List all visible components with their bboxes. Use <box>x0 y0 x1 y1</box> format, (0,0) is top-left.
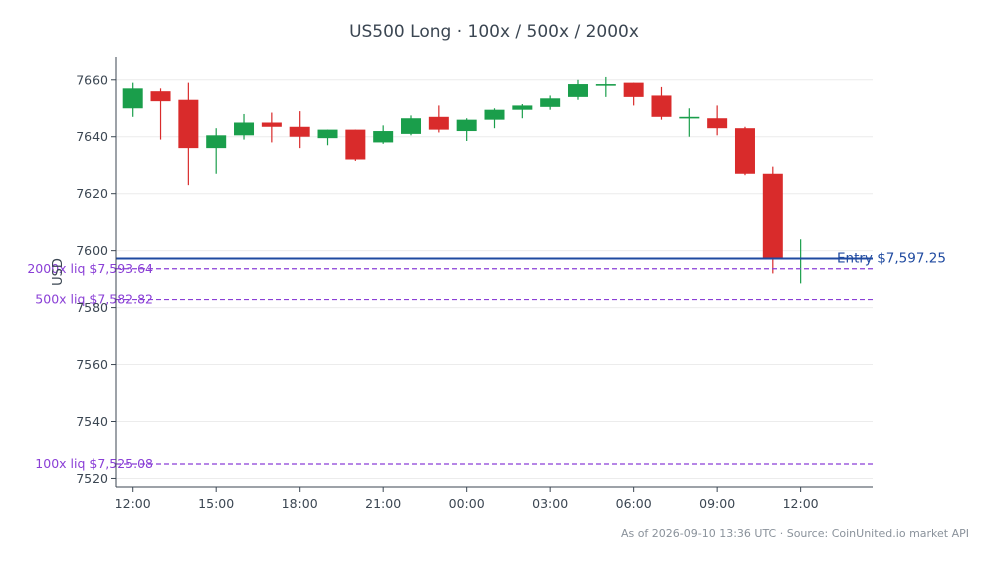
candle-body <box>762 173 783 260</box>
candle-body <box>679 116 700 119</box>
candle-body <box>651 95 672 117</box>
y-tick-label: 7660 <box>76 72 108 87</box>
x-tick-label: 21:00 <box>365 496 401 511</box>
candle-body <box>261 122 282 127</box>
footer-source: As of 2026-09-10 13:36 UTC · Source: Coi… <box>621 527 969 540</box>
candle-body <box>401 118 422 134</box>
x-tick-label: 09:00 <box>699 496 735 511</box>
y-tick-label: 7520 <box>76 471 108 486</box>
candle-body <box>289 126 310 137</box>
y-tick-label: 7640 <box>76 129 108 144</box>
candle-body <box>428 116 449 130</box>
candle-body <box>540 98 561 107</box>
candle-body <box>734 128 755 174</box>
reference-lines: Entry $7,597.25 2000x liq $7,593.64 500x l… <box>27 250 946 471</box>
candle-body <box>623 82 644 97</box>
x-tick-label: 12:00 <box>115 496 151 511</box>
liquidation-label: 100x liq $7,525.08 <box>35 456 153 471</box>
candle-body <box>373 131 394 143</box>
grid-lines <box>116 79 873 479</box>
y-tick-label: 7560 <box>76 357 108 372</box>
axes: 7520 7540 7560 7580 7600 7620 7640 7660 12:00 15:… <box>76 57 873 511</box>
candle-body <box>484 109 505 120</box>
candle-body <box>345 129 366 160</box>
x-tick-label: 15:00 <box>198 496 234 511</box>
candle-body <box>206 135 227 149</box>
x-tick-label: 03:00 <box>532 496 568 511</box>
x-tick-label: 12:00 <box>783 496 819 511</box>
y-tick-label: 7600 <box>76 243 108 258</box>
candle-body <box>456 119 477 132</box>
y-tick-label: 7540 <box>76 414 108 429</box>
candle-body <box>150 91 171 102</box>
candles <box>122 76 811 284</box>
candle-body <box>707 118 728 129</box>
liquidation-label: 2000x liq $7,593.64 <box>27 261 153 276</box>
y-axis-label: USD <box>51 258 66 286</box>
candle-body <box>512 105 533 110</box>
entry-price-label: Entry $7,597.25 <box>837 250 946 266</box>
candle-body <box>234 122 255 136</box>
chart-title: US500 Long · 100x / 500x / 2000x <box>349 22 639 42</box>
y-tick-label: 7620 <box>76 186 108 201</box>
liquidation-label: 500x liq $7,582.82 <box>35 292 153 307</box>
y-tick-label: 7580 <box>76 300 108 315</box>
x-tick-label: 18:00 <box>282 496 318 511</box>
candle-body <box>567 84 588 97</box>
candle-body <box>595 84 616 86</box>
x-tick-label: 06:00 <box>616 496 652 511</box>
candle-body <box>122 88 143 109</box>
candle-body <box>178 99 199 149</box>
x-tick-label: 00:00 <box>449 496 485 511</box>
candle-body <box>317 129 338 139</box>
